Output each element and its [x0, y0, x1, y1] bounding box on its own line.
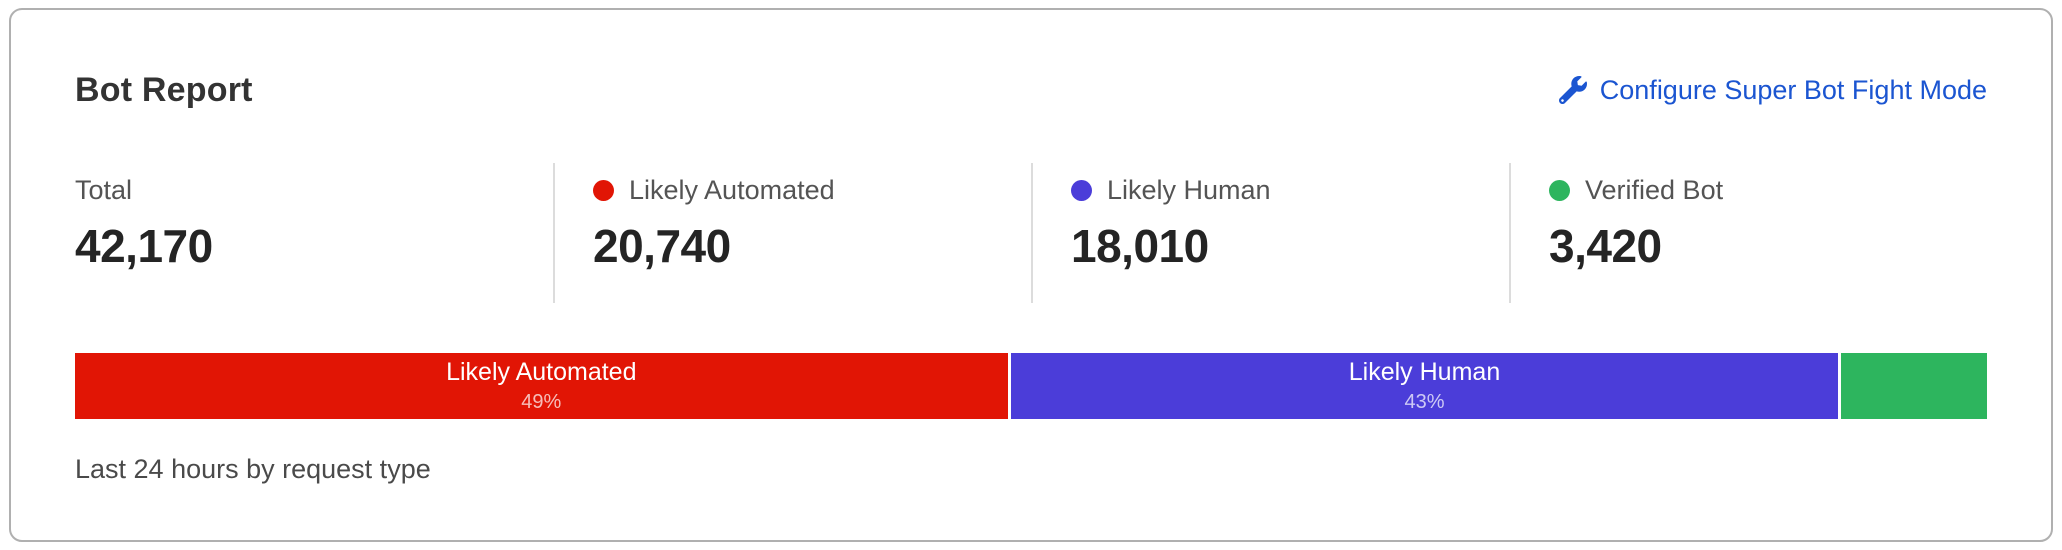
bar-segment-likely-human: Likely Human 43%: [1010, 352, 1839, 419]
likely-automated-dot-icon: [593, 179, 614, 201]
stat-total: Total 42,170: [75, 163, 553, 303]
stat-total-label: Total: [75, 174, 133, 205]
stat-verified-bot-value: 3,420: [1549, 219, 1662, 272]
stat-likely-automated-label: Likely Automated: [629, 174, 835, 205]
stat-likely-automated: Likely Automated 20,740: [553, 162, 1031, 303]
card-header: Bot Report Configure Super Bot Fight Mod…: [75, 70, 1987, 111]
wrench-icon: [1558, 76, 1587, 105]
stat-likely-human-value: 18,010: [1071, 219, 1209, 272]
request-type-stacked-bar: Likely Automated 49% Likely Human 43%: [75, 352, 1987, 419]
configure-link-label: Configure Super Bot Fight Mode: [1599, 74, 1987, 105]
segment-label: Likely Automated: [446, 358, 637, 387]
likely-human-dot-icon: [1071, 179, 1092, 201]
configure-super-bot-fight-mode-link[interactable]: Configure Super Bot Fight Mode: [1558, 74, 1987, 106]
page-title: Bot Report: [75, 71, 253, 109]
bar-segment-verified-bot: [1841, 352, 1987, 419]
time-range-caption: Last 24 hours by request type: [75, 453, 431, 484]
bot-report-card: Bot Report Configure Super Bot Fight Mod…: [9, 8, 2053, 542]
stat-likely-human-label: Likely Human: [1107, 174, 1271, 205]
stat-verified-bot-label: Verified Bot: [1585, 174, 1724, 205]
stat-verified-bot: Verified Bot 3,420: [1509, 162, 1987, 303]
stat-likely-automated-value: 20,740: [593, 219, 731, 272]
stats-row: Total 42,170 Likely Automated 20,740 Lik…: [75, 162, 1987, 303]
segment-percent: 43%: [1404, 390, 1445, 413]
verified-bot-dot-icon: [1549, 179, 1570, 201]
segment-label: Likely Human: [1348, 358, 1501, 387]
stat-total-value: 42,170: [75, 219, 213, 272]
segment-percent: 49%: [521, 390, 562, 413]
bar-segment-likely-automated: Likely Automated 49%: [75, 352, 1008, 419]
stat-likely-human: Likely Human 18,010: [1031, 162, 1509, 303]
